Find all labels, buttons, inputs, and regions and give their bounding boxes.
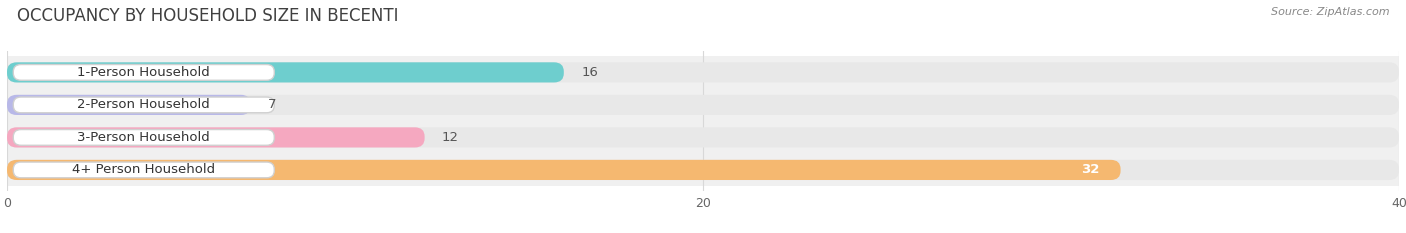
- FancyBboxPatch shape: [7, 56, 1399, 89]
- FancyBboxPatch shape: [7, 121, 1399, 154]
- FancyBboxPatch shape: [13, 65, 274, 80]
- FancyBboxPatch shape: [7, 127, 1399, 147]
- Text: OCCUPANCY BY HOUSEHOLD SIZE IN BECENTI: OCCUPANCY BY HOUSEHOLD SIZE IN BECENTI: [17, 7, 398, 25]
- FancyBboxPatch shape: [7, 154, 1399, 186]
- Text: 32: 32: [1081, 163, 1099, 176]
- FancyBboxPatch shape: [13, 97, 274, 113]
- FancyBboxPatch shape: [7, 127, 425, 147]
- FancyBboxPatch shape: [7, 95, 250, 115]
- Text: 2-Person Household: 2-Person Household: [77, 98, 209, 111]
- FancyBboxPatch shape: [13, 130, 274, 145]
- FancyBboxPatch shape: [7, 62, 1399, 82]
- FancyBboxPatch shape: [7, 160, 1121, 180]
- Text: 3-Person Household: 3-Person Household: [77, 131, 209, 144]
- FancyBboxPatch shape: [7, 160, 1399, 180]
- FancyBboxPatch shape: [7, 89, 1399, 121]
- Text: Source: ZipAtlas.com: Source: ZipAtlas.com: [1271, 7, 1389, 17]
- Text: 16: 16: [581, 66, 598, 79]
- Text: 4+ Person Household: 4+ Person Household: [72, 163, 215, 176]
- FancyBboxPatch shape: [7, 95, 1399, 115]
- Text: 7: 7: [269, 98, 277, 111]
- FancyBboxPatch shape: [7, 62, 564, 82]
- Text: 1-Person Household: 1-Person Household: [77, 66, 209, 79]
- Text: 12: 12: [441, 131, 458, 144]
- FancyBboxPatch shape: [13, 162, 274, 178]
